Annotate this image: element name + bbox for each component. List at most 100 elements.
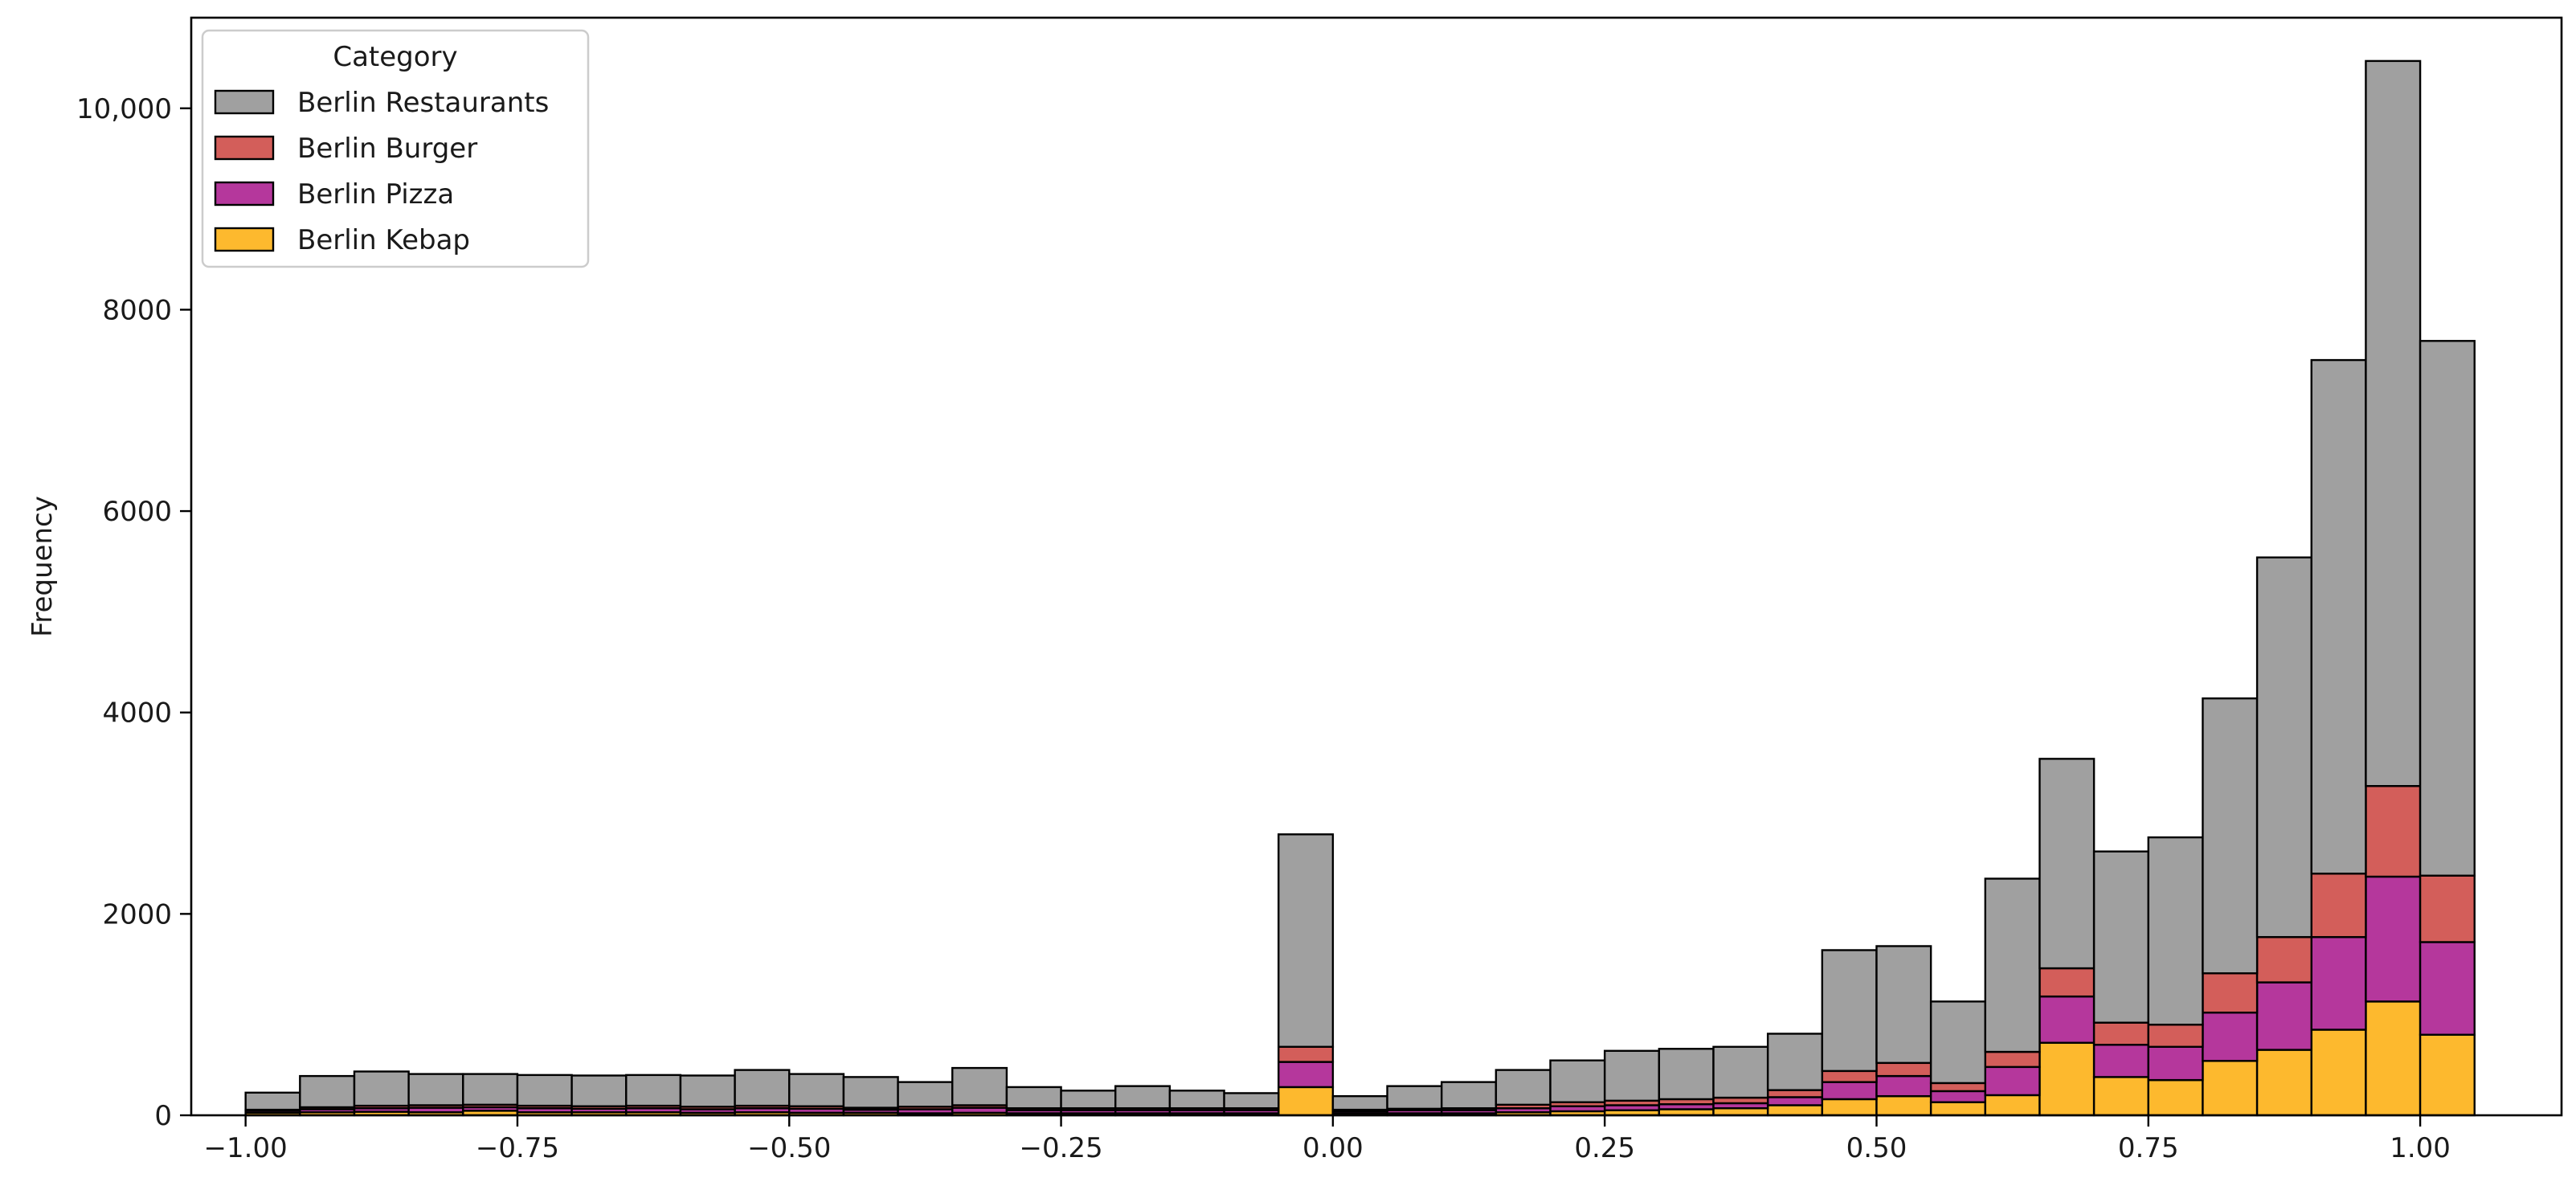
bar-berlin-restaurants-25 <box>1603 1049 1661 1102</box>
bar-berlin-pizza-36 <box>2202 1011 2259 1062</box>
bar-berlin-restaurants-36 <box>2202 697 2259 975</box>
x-tick-label: 1.00 <box>2390 1132 2451 1164</box>
bar-berlin-pizza-32 <box>1984 1065 2041 1097</box>
bar-berlin-pizza-35 <box>2147 1045 2204 1082</box>
y-axis: 0 2000 4000 6000 8000 10,000 <box>76 93 191 1132</box>
bar-berlin-restaurants-5 <box>516 1074 573 1107</box>
bar-berlin-restaurants-35 <box>2147 836 2204 1026</box>
bar-berlin-restaurants-31 <box>1929 1000 1986 1085</box>
x-tick-label: −1.00 <box>204 1132 288 1164</box>
bar-berlin-burger-35 <box>2147 1024 2204 1048</box>
bar-berlin-restaurants-0 <box>244 1091 301 1111</box>
bar-berlin-burger-39 <box>2365 785 2422 878</box>
legend-swatch-berlin-pizza <box>214 181 275 207</box>
bar-berlin-restaurants-22 <box>1440 1081 1498 1110</box>
bar-berlin-pizza-39 <box>2365 875 2422 1003</box>
bar-berlin-pizza-30 <box>1875 1074 1932 1098</box>
bar-berlin-kebap-19 <box>1278 1086 1335 1117</box>
bar-berlin-burger-29 <box>1821 1069 1878 1083</box>
legend-swatch-berlin-burger <box>214 135 275 161</box>
plot-frame <box>190 16 2563 1117</box>
bar-berlin-burger-19 <box>1278 1045 1335 1063</box>
y-tick-label: 10,000 <box>76 93 172 125</box>
bar-berlin-restaurants-17 <box>1168 1090 1225 1110</box>
bar-berlin-burger-28 <box>1766 1089 1824 1098</box>
bar-berlin-restaurants-9 <box>734 1069 791 1107</box>
bar-berlin-kebap-37 <box>2255 1049 2312 1117</box>
bar-berlin-restaurants-33 <box>2038 758 2096 970</box>
bar-berlin-restaurants-15 <box>1060 1090 1117 1110</box>
bar-berlin-restaurants-3 <box>407 1073 464 1106</box>
bar-berlin-restaurants-40 <box>2419 340 2476 877</box>
x-tick-label: 0.50 <box>1846 1132 1907 1164</box>
bar-berlin-kebap-38 <box>2310 1029 2367 1117</box>
bar-berlin-restaurants-32 <box>1984 877 2041 1053</box>
legend-label-berlin-kebap: Berlin Kebap <box>297 224 470 256</box>
x-tick-label: −0.50 <box>747 1132 831 1164</box>
bar-berlin-kebap-29 <box>1821 1098 1878 1117</box>
bar-berlin-pizza-40 <box>2419 941 2476 1036</box>
y-tick-label: 0 <box>154 1100 172 1132</box>
bar-berlin-kebap-40 <box>2419 1033 2476 1117</box>
y-tick-label: 8000 <box>102 294 172 326</box>
bar-berlin-burger-36 <box>2202 972 2259 1014</box>
legend-label-berlin-pizza: Berlin Pizza <box>297 178 454 211</box>
bar-berlin-restaurants-39 <box>2365 59 2422 787</box>
bar-berlin-restaurants-16 <box>1114 1085 1171 1110</box>
bar-berlin-restaurants-21 <box>1386 1085 1443 1110</box>
y-tick-label: 6000 <box>102 496 172 528</box>
bar-berlin-restaurants-18 <box>1223 1092 1280 1110</box>
bar-berlin-burger-34 <box>2092 1021 2149 1046</box>
bar-berlin-restaurants-34 <box>2092 850 2149 1024</box>
bar-berlin-pizza-28 <box>1766 1096 1824 1106</box>
bar-berlin-kebap-33 <box>2038 1041 2096 1117</box>
bar-berlin-restaurants-29 <box>1821 949 1878 1073</box>
legend-box <box>201 29 590 268</box>
bar-berlin-restaurants-28 <box>1766 1033 1824 1091</box>
legend-label-berlin-burger: Berlin Burger <box>297 133 477 165</box>
legend-title: Category <box>333 41 457 73</box>
x-tick-label: 0.25 <box>1574 1132 1635 1164</box>
x-tick-label: 0.75 <box>2118 1132 2179 1164</box>
bar-berlin-restaurants-20 <box>1331 1094 1388 1111</box>
bar-berlin-kebap-35 <box>2147 1078 2204 1117</box>
bar-berlin-burger-38 <box>2310 873 2367 939</box>
bar-berlin-restaurants-7 <box>625 1074 682 1107</box>
x-axis: −1.00 −0.75 −0.50 −0.25 0.00 0.25 0.50 0.75 1.00 <box>204 1115 2451 1164</box>
bar-berlin-kebap-27 <box>1712 1107 1769 1117</box>
bar-berlin-kebap-28 <box>1766 1104 1824 1117</box>
bar-berlin-pizza-33 <box>2038 995 2096 1044</box>
legend-swatch-berlin-kebap <box>214 227 275 252</box>
bar-berlin-restaurants-13 <box>951 1066 1008 1106</box>
bar-berlin-restaurants-24 <box>1549 1059 1606 1103</box>
bar-berlin-kebap-39 <box>2365 1000 2422 1117</box>
bar-berlin-restaurants-38 <box>2310 358 2367 875</box>
bars-layer <box>244 59 2476 1117</box>
x-tick-label: −0.75 <box>476 1132 559 1164</box>
bar-berlin-kebap-36 <box>2202 1060 2259 1117</box>
legend-swatch-berlin-restaurants <box>214 89 275 115</box>
bar-berlin-kebap-30 <box>1875 1094 1932 1117</box>
x-tick-label: −0.25 <box>1019 1132 1102 1164</box>
y-tick-label: 4000 <box>102 697 172 730</box>
bar-berlin-burger-37 <box>2255 935 2312 984</box>
legend-items: Berlin Restaurants Berlin Burger Berlin Pi… <box>214 87 549 256</box>
bar-berlin-restaurants-19 <box>1278 833 1335 1048</box>
bar-berlin-restaurants-4 <box>462 1073 519 1106</box>
bar-berlin-restaurants-27 <box>1712 1045 1769 1099</box>
bar-berlin-pizza-37 <box>2255 981 2312 1051</box>
bar-berlin-restaurants-37 <box>2255 556 2312 939</box>
legend-label-berlin-restaurants: Berlin Restaurants <box>297 87 549 119</box>
bar-berlin-pizza-34 <box>2092 1044 2149 1078</box>
bar-berlin-pizza-19 <box>1278 1061 1335 1089</box>
bar-berlin-burger-40 <box>2419 874 2476 943</box>
bar-berlin-restaurants-23 <box>1494 1069 1552 1106</box>
bar-berlin-pizza-29 <box>1821 1081 1878 1101</box>
bar-berlin-burger-32 <box>1984 1050 2041 1069</box>
legend: Category Berlin Restaurants Berlin Burger… <box>201 29 590 268</box>
y-tick-label: 2000 <box>102 898 172 930</box>
bar-berlin-kebap-32 <box>1984 1094 2041 1117</box>
bar-berlin-kebap-34 <box>2092 1076 2149 1117</box>
bar-berlin-restaurants-12 <box>897 1081 954 1108</box>
